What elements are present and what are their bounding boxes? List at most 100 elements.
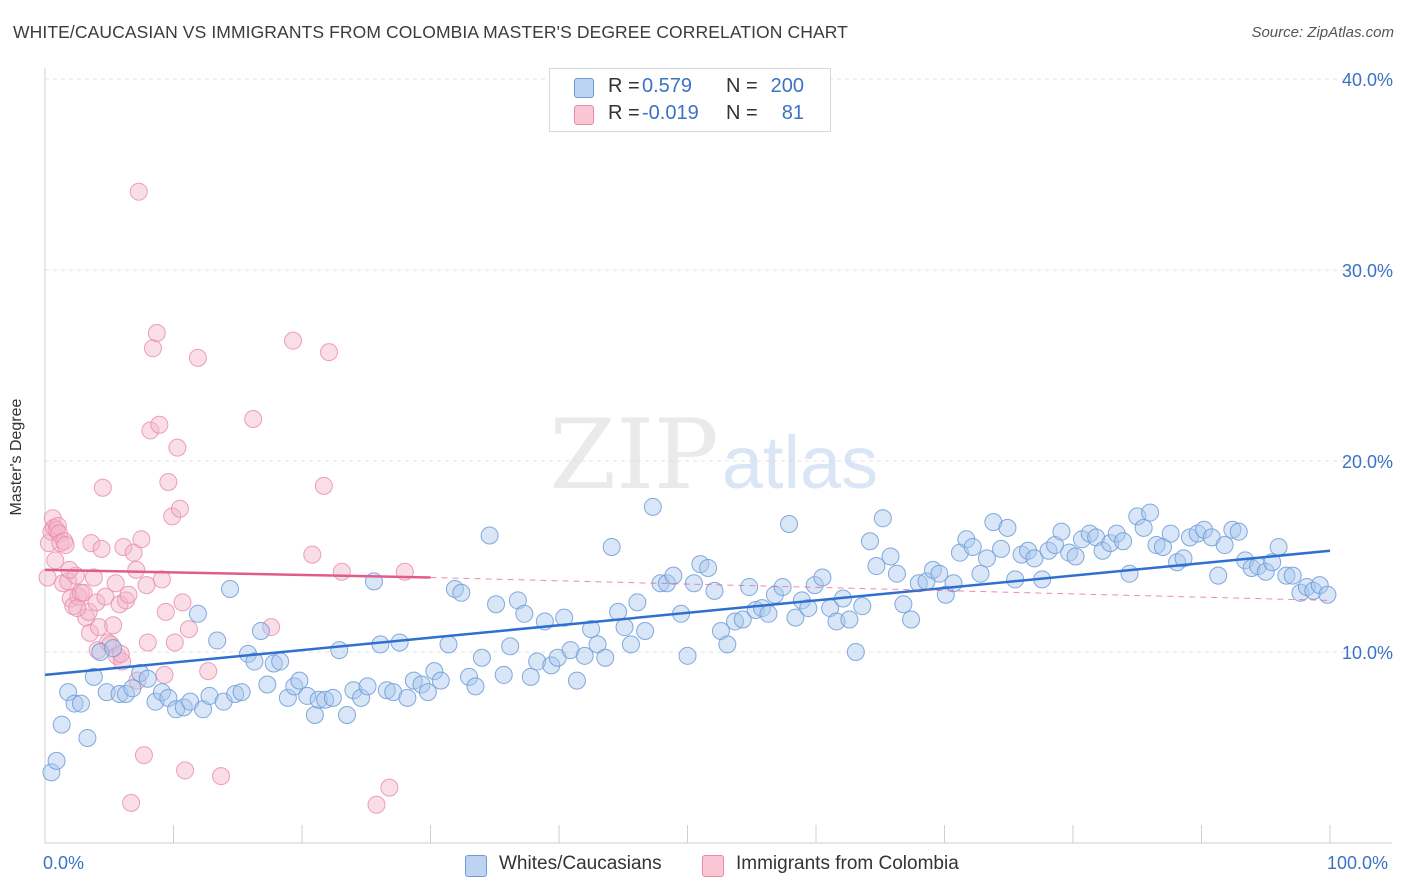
legend-r-value: -0.019 [642, 102, 699, 124]
whites-data-point [337, 706, 356, 725]
whites-data-point [596, 648, 615, 667]
whites-data-point [1174, 549, 1193, 568]
legend-n-value: 81 [781, 102, 804, 124]
y-tick-label: 20.0% [1342, 452, 1393, 472]
whites-data-point [377, 681, 396, 700]
colombia-data-point [179, 620, 198, 639]
colombia-data-point [143, 339, 162, 358]
whites-data-point [278, 688, 297, 707]
legend-label-colombia: Immigrants from Colombia [736, 853, 959, 874]
whites-data-point [251, 621, 270, 640]
whites-data-point [1093, 541, 1112, 560]
whites-data-point [813, 568, 832, 587]
whites-data-point [271, 652, 290, 671]
whites-data-point [298, 686, 317, 705]
whites-data-point [221, 579, 240, 598]
whites-data-point [567, 671, 586, 690]
correlation-legend: R = 0.579 N = 200 R = -0.019 N = 81 [549, 68, 831, 132]
whites-data-point [1269, 537, 1288, 556]
series-legend: Whites/Caucasians Immigrants from Colomb… [0, 852, 1406, 878]
whites-data-point [643, 497, 662, 516]
legend-swatch-blue [465, 855, 487, 877]
whites-data-point [1120, 564, 1139, 583]
whites-data-point [759, 604, 778, 623]
whites-data-point [628, 593, 647, 612]
whites-data-point [290, 671, 309, 690]
colombia-data-point [74, 583, 93, 602]
legend-n-label: N = [726, 102, 758, 124]
whites-trend-line [44, 549, 1331, 677]
colombia-data-point [314, 476, 333, 495]
legend-r-label: R = [608, 102, 640, 124]
series-immigrants-colombia [38, 182, 414, 814]
watermark: ZIP atlas [549, 399, 878, 511]
colombia-data-point [84, 568, 103, 587]
whites-data-point [71, 694, 90, 713]
whites-data-point [330, 641, 349, 660]
whites-data-point [902, 610, 921, 629]
whites-data-point [245, 652, 264, 671]
whites-data-point [123, 679, 142, 698]
chart-title: WHITE/CAUCASIAN VS IMMIGRANTS FROM COLOM… [13, 22, 848, 42]
y-tick-label: 10.0% [1342, 643, 1393, 663]
whites-data-point [1114, 532, 1133, 551]
whites-data-point [957, 530, 976, 549]
watermark-atlas: atlas [722, 421, 878, 504]
whites-data-point [840, 610, 859, 629]
colombia-data-point [38, 568, 57, 587]
legend-swatch-pink [574, 105, 594, 125]
whites-data-point [285, 677, 304, 696]
whites-data-point [542, 656, 561, 675]
whites-data-point [188, 604, 207, 623]
whites-data-point [799, 599, 818, 618]
colombia-data-point [134, 746, 153, 765]
whites-data-point [305, 706, 324, 725]
whites-data-point [971, 564, 990, 583]
whites-data-point [846, 643, 865, 661]
whites-data-point [104, 639, 123, 658]
whites-data-point [740, 578, 759, 597]
whites-data-point [412, 675, 431, 694]
whites-data-point [621, 635, 640, 654]
whites-data-point [887, 564, 906, 583]
whites-data-point [555, 608, 574, 627]
colombia-data-point [106, 574, 125, 593]
whites-data-point [1134, 518, 1153, 537]
whites-data-point [1209, 566, 1228, 585]
colombia-data-point [124, 543, 143, 562]
trend-lines [44, 549, 1331, 677]
whites-data-point [65, 694, 84, 713]
colombia-data-point [129, 182, 148, 201]
whites-data-point [1066, 547, 1085, 566]
whites-data-point [726, 612, 745, 631]
whites-data-point [264, 654, 283, 673]
x-tick-label-max: 100.0% [1327, 853, 1389, 873]
whites-data-point [371, 635, 390, 654]
whites-data-point [1019, 541, 1038, 560]
colombia-data-point [173, 593, 192, 612]
whites-data-point [1025, 549, 1044, 568]
whites-data-point [425, 662, 444, 681]
whites-data-point [699, 558, 718, 577]
whites-data-point [521, 667, 540, 686]
colombia-data-point [303, 545, 322, 564]
whites-data-point [358, 677, 377, 696]
whites-data-point [208, 631, 227, 650]
whites-data-point [678, 646, 697, 665]
colombia-data-point [98, 633, 117, 652]
whites-data-point [84, 667, 103, 686]
whites-data-point [1195, 520, 1214, 539]
colombia-data-point [147, 324, 166, 343]
gridlines [45, 78, 1392, 653]
whites-data-point [684, 574, 703, 593]
whites-data-point [1310, 576, 1329, 595]
colombia-data-point [262, 618, 281, 637]
whites-data-point [575, 646, 594, 665]
colombia-data-point [89, 618, 108, 637]
axes [44, 68, 1392, 844]
whites-data-point [316, 690, 335, 709]
colombia-data-point [137, 576, 156, 595]
colombia-data-point [152, 570, 171, 589]
colombia-data-point [367, 795, 386, 814]
